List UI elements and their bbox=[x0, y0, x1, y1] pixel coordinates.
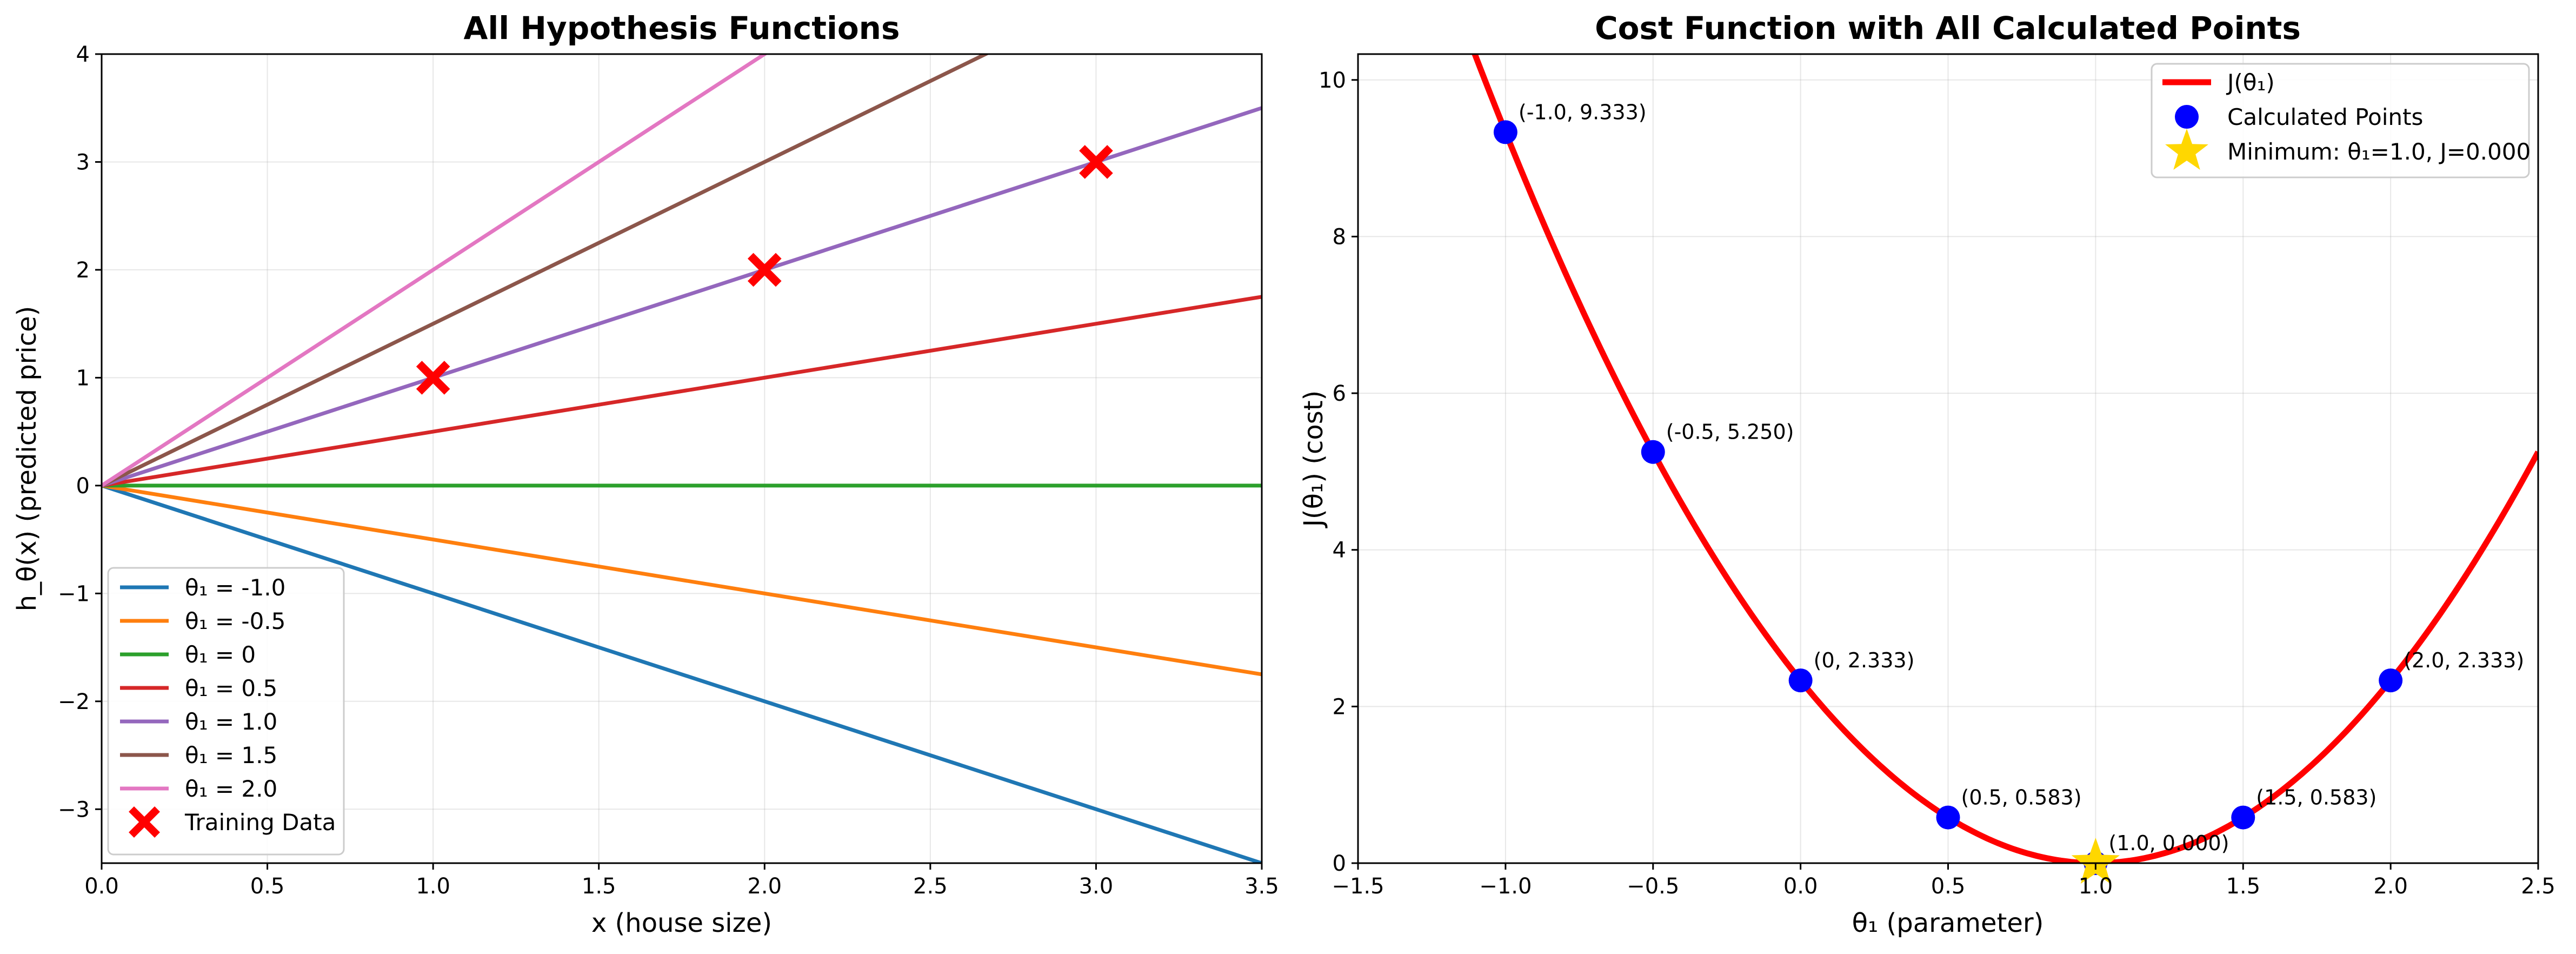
legend-label: θ₁ = -0.5 bbox=[185, 608, 285, 634]
left-x-tick-label: 0.5 bbox=[250, 874, 285, 899]
left-chart-title: All Hypothesis Functions bbox=[464, 10, 900, 47]
calculated-point-label: (-1.0, 9.333) bbox=[1519, 100, 1647, 124]
legend-label: θ₁ = 0 bbox=[185, 641, 256, 668]
right-minimum-marker bbox=[2071, 838, 2120, 884]
left-hypothesis-lines bbox=[102, 54, 1262, 863]
left-y-tick-label: 2 bbox=[76, 258, 90, 283]
left-y-tick-label: −1 bbox=[58, 581, 90, 606]
legend-label: θ₁ = 1.5 bbox=[185, 742, 277, 769]
legend-swatch-point bbox=[2175, 105, 2199, 129]
right-y-tick-label: 8 bbox=[1333, 224, 1346, 249]
right-y-tick-label: 2 bbox=[1333, 694, 1346, 719]
left-y-tick-label: 1 bbox=[76, 366, 90, 390]
calculated-point bbox=[1493, 120, 1517, 144]
right-x-tick-label: −1.0 bbox=[1479, 874, 1532, 899]
left-x-ticks: 0.0 0.5 1.0 1.5 2.0 2.5 3.0 3.5 bbox=[84, 863, 1279, 899]
right-plot-area bbox=[1358, 54, 2538, 863]
right-y-tick-label: 6 bbox=[1333, 381, 1346, 406]
right-x-tick-label: 2.0 bbox=[2373, 874, 2408, 899]
right-y-ticks: 0 2 4 6 8 10 bbox=[1319, 68, 1358, 876]
right-legend-items: J(θ₁) Calculated Points Minimum: θ₁=1.0, J… bbox=[2162, 69, 2531, 170]
calculated-point bbox=[2231, 805, 2255, 830]
hypothesis-line-4 bbox=[102, 106, 1262, 488]
legend-label: θ₁ = 2.0 bbox=[185, 776, 277, 802]
right-x-tick-label: 1.5 bbox=[2226, 874, 2260, 899]
legend-label: θ₁ = 1.0 bbox=[185, 708, 277, 735]
training-data-x-stroke bbox=[416, 361, 450, 395]
left-legend-items: θ₁ = -1.0 θ₁ = -0.5 θ₁ = 0 θ₁ = 0.5 θ₁ = 1.0… bbox=[120, 574, 336, 838]
calculated-point-label: (2.0, 2.333) bbox=[2404, 648, 2524, 672]
legend-label: θ₁ = -1.0 bbox=[185, 574, 285, 601]
left-training-data-markers bbox=[416, 145, 1113, 395]
right-panel: (-1.0, 9.333) (-0.5, 5.250) (0, 2.333) (0.5… bbox=[1299, 10, 2555, 938]
left-y-tick-label: 0 bbox=[76, 474, 90, 499]
legend-label: Training Data bbox=[184, 809, 336, 836]
hypothesis-line-0 bbox=[102, 483, 1262, 863]
right-y-axis-label: J(θ₁) (cost) bbox=[1299, 390, 1329, 529]
training-data-point bbox=[1079, 145, 1113, 179]
legend-label: J(θ₁) bbox=[2226, 69, 2275, 96]
right-x-tick-label: 1.0 bbox=[2079, 874, 2113, 899]
left-axes-frame bbox=[101, 53, 1263, 864]
left-x-tick-label: 3.5 bbox=[1244, 874, 1279, 899]
calculated-point-label: (0, 2.333) bbox=[1814, 648, 1915, 672]
right-y-tick-label: 4 bbox=[1333, 538, 1346, 563]
calculated-point-label: (1.5, 0.583) bbox=[2256, 786, 2377, 810]
right-point-labels: (-1.0, 9.333) (-0.5, 5.250) (0, 2.333) (0.5… bbox=[1519, 100, 2524, 855]
legend-label: Minimum: θ₁=1.0, J=0.000 bbox=[2227, 138, 2531, 165]
legend-label: θ₁ = 0.5 bbox=[185, 675, 277, 701]
right-legend-box bbox=[2151, 63, 2530, 178]
calculated-point-label: (1.0, 0.000) bbox=[2108, 831, 2229, 855]
calculated-point bbox=[1788, 668, 1813, 693]
left-y-ticks: −3 −2 −1 0 1 2 3 4 bbox=[58, 42, 102, 822]
left-x-tick-label: 0.0 bbox=[84, 874, 119, 899]
legend-label: Calculated Points bbox=[2227, 104, 2423, 130]
right-y-tick-label: 0 bbox=[1333, 851, 1346, 876]
right-y-tick-label: 10 bbox=[1319, 68, 1346, 93]
minimum-star bbox=[2071, 838, 2120, 884]
left-x-tick-label: 2.5 bbox=[913, 874, 948, 899]
left-legend-box bbox=[107, 567, 345, 856]
left-y-tick-label: 4 bbox=[76, 42, 90, 67]
legend-x-stroke bbox=[129, 806, 160, 838]
right-x-axis-label: θ₁ (parameter) bbox=[1852, 908, 2044, 938]
calculated-point bbox=[1936, 805, 1960, 830]
legend-swatch-star bbox=[2165, 129, 2208, 170]
left-x-tick-label: 1.0 bbox=[416, 874, 450, 899]
hypothesis-line-1 bbox=[102, 483, 1262, 677]
calculated-point bbox=[2379, 668, 2403, 693]
right-x-tick-label: 0.0 bbox=[1783, 874, 1818, 899]
right-x-ticks: −1.5 −1.0 −0.5 0.0 0.5 1.0 1.5 2.0 2.5 bbox=[1332, 863, 2555, 899]
right-legend: J(θ₁) Calculated Points Minimum: θ₁=1.0, J… bbox=[2151, 63, 2531, 178]
calculated-point-label: (0.5, 0.583) bbox=[1961, 786, 2082, 810]
left-y-tick-label: −2 bbox=[58, 690, 90, 714]
legend-swatch-x-marker bbox=[129, 806, 160, 838]
right-x-tick-label: −0.5 bbox=[1627, 874, 1679, 899]
right-chart-title: Cost Function with All Calculated Points bbox=[1595, 10, 2301, 47]
left-x-axis-label: x (house size) bbox=[591, 908, 772, 938]
left-legend: θ₁ = -1.0 θ₁ = -0.5 θ₁ = 0 θ₁ = 0.5 θ₁ = 1.0… bbox=[107, 567, 345, 856]
training-data-point bbox=[747, 253, 782, 287]
right-x-tick-label: 2.5 bbox=[2521, 874, 2555, 899]
right-x-tick-label: 0.5 bbox=[1931, 874, 1966, 899]
right-x-tick-label: −1.5 bbox=[1332, 874, 1384, 899]
left-panel: 0.0 0.5 1.0 1.5 2.0 2.5 3.0 3.5 −3 −2 −1 0 1 2 3 4 All… bbox=[12, 10, 1279, 938]
training-data-point bbox=[416, 361, 450, 395]
hypothesis-line-5 bbox=[102, 54, 990, 488]
training-data-x-stroke bbox=[1079, 145, 1113, 179]
hypothesis-line-3 bbox=[102, 295, 1262, 488]
left-x-tick-label: 1.5 bbox=[582, 874, 616, 899]
training-data-x-stroke bbox=[747, 253, 782, 287]
left-y-axis-label: h_θ(x) (predicted price) bbox=[12, 306, 42, 612]
calculated-point-label: (-0.5, 5.250) bbox=[1666, 420, 1794, 444]
left-y-tick-label: −3 bbox=[58, 797, 90, 822]
hypothesis-line-6 bbox=[102, 54, 768, 487]
calculated-point bbox=[1641, 440, 1665, 464]
left-x-tick-label: 2.0 bbox=[747, 874, 782, 899]
left-x-tick-label: 3.0 bbox=[1079, 874, 1114, 899]
left-y-tick-label: 3 bbox=[76, 150, 90, 175]
